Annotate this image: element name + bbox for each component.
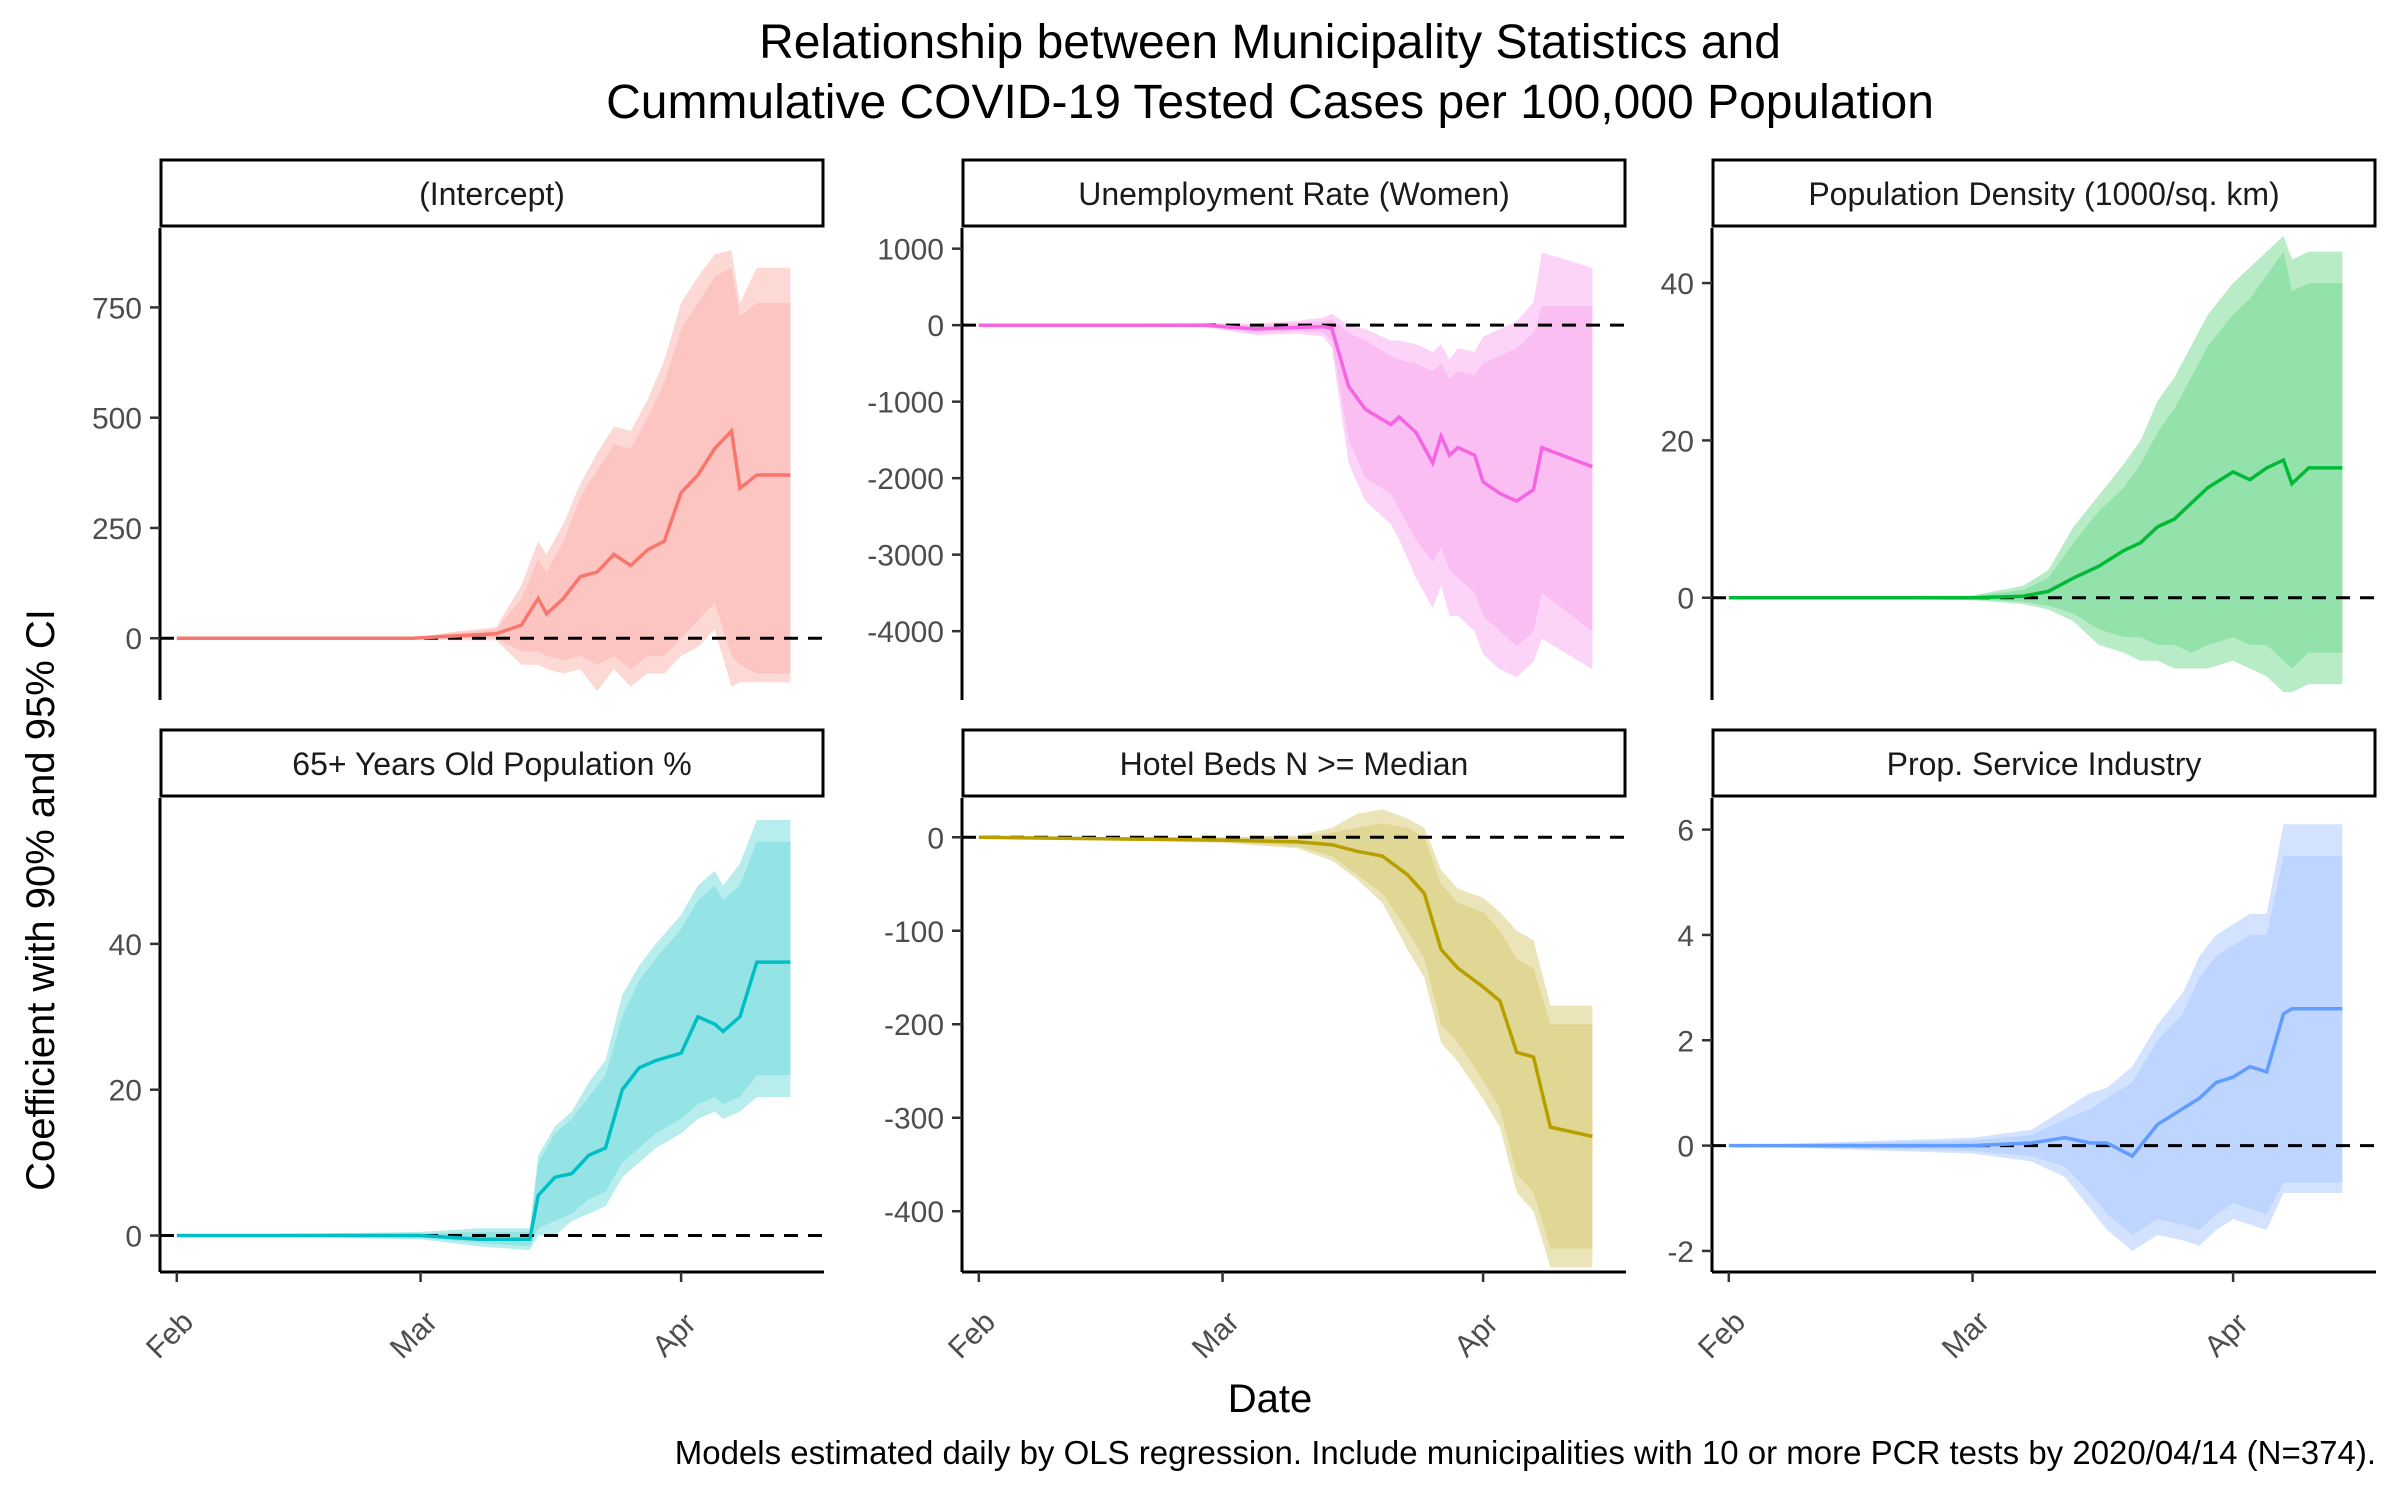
chart-title-line-2: Cummulative COVID-19 Tested Cases per 10…	[606, 76, 1934, 129]
ci90-ribbon	[176, 841, 791, 1247]
x-tick-label: Mar	[1936, 1305, 1996, 1365]
y-tick-label: -100	[884, 916, 944, 949]
x-axis-label: Date	[1228, 1377, 1313, 1421]
y-axis-label: Coefficient with 90% and 95% CI	[19, 609, 63, 1191]
y-tick-label: -3000	[867, 540, 944, 573]
estimate-line	[176, 960, 791, 1241]
facet-strip	[159, 728, 825, 798]
y-tick-label: -400	[884, 1196, 944, 1229]
ci95-ribbon	[978, 252, 1593, 678]
facet-panel-6: Prop. Service Industry -2 0 2 4 6 Feb Mar Apr	[1667, 728, 2377, 1365]
y-tick-label: 750	[92, 292, 142, 325]
facet-panel-4: 65+ Years Old Population % 0 20 40 Feb Mar Apr	[109, 728, 825, 1365]
y-tick-label: 4	[1677, 920, 1694, 953]
facet-panel-1: (Intercept) 0 250 500 750	[92, 158, 825, 700]
facet-strip	[159, 158, 825, 228]
facet-strip-label: (Intercept)	[419, 176, 565, 212]
y-tick-label: 20	[109, 1075, 142, 1108]
y-tick-label: -300	[884, 1103, 944, 1136]
facet-strip-label: Population Density (1000/sq. km)	[1808, 176, 2279, 212]
estimate-line	[978, 835, 1593, 1139]
x-tick-label: Mar	[384, 1305, 444, 1365]
facet-panels: (Intercept) 0 250 500 750 Unemployment Rate (…	[92, 158, 2377, 1365]
estimate-line	[978, 323, 1594, 504]
facet-strip-label: Hotel Beds N >= Median	[1120, 746, 1469, 782]
y-tick-label: 0	[125, 1221, 142, 1254]
y-tick-label: -1000	[867, 387, 944, 420]
x-tick-label: Feb	[140, 1305, 200, 1365]
y-tick-label: 2	[1677, 1025, 1694, 1058]
x-tick-label: Apr	[646, 1307, 702, 1363]
facet-panel-5: Hotel Beds N >= Median -400 -300 -200 -100 0 F…	[884, 728, 1627, 1365]
y-tick-label: -200	[884, 1009, 944, 1042]
ci90-ribbon	[978, 823, 1593, 1249]
y-tick-label: 40	[109, 929, 142, 962]
y-tick-label: 0	[1677, 1131, 1694, 1164]
estimate-line	[176, 427, 791, 640]
x-tick-label: Apr	[2198, 1307, 2254, 1363]
y-tick-label: 40	[1661, 268, 1694, 301]
x-tick-label: Feb	[942, 1305, 1002, 1365]
y-tick-label: 0	[927, 822, 944, 855]
ci90-ribbon	[978, 306, 1593, 647]
facet-strip	[961, 158, 1627, 228]
facet-strip-label: Prop. Service Industry	[1887, 746, 2202, 782]
y-tick-label: 250	[92, 513, 142, 546]
facet-strip-label: Unemployment Rate (Women)	[1078, 176, 1510, 212]
ci90-ribbon	[1728, 855, 2343, 1236]
y-tick-label: 500	[92, 403, 142, 436]
y-tick-label: 6	[1677, 815, 1694, 848]
facet-panel-2: Unemployment Rate (Women) -4000 -3000 -2000…	[867, 158, 1627, 700]
y-tick-label: 0	[927, 310, 944, 343]
y-tick-label: 0	[125, 623, 142, 656]
estimate-line	[1728, 457, 2343, 600]
x-tick-label: Apr	[1448, 1307, 1504, 1363]
y-tick-label: -2000	[867, 463, 944, 496]
y-tick-label: -4000	[867, 616, 944, 649]
ci90-ribbon	[176, 267, 791, 674]
estimate-line	[1728, 1006, 2343, 1159]
chart-title-line-1: Relationship between Municipality Statis…	[759, 16, 1781, 69]
facet-strip-label: 65+ Years Old Population %	[292, 746, 691, 782]
facet-panel-3: Population Density (1000/sq. km) 0 20 40	[1661, 158, 2377, 700]
ci90-ribbon	[1728, 251, 2343, 669]
x-tick-label: Mar	[1186, 1305, 1246, 1365]
facet-strip	[961, 728, 1627, 798]
y-tick-label: 1000	[877, 234, 944, 267]
y-tick-label: 0	[1677, 583, 1694, 616]
facet-strip	[1711, 728, 2377, 798]
y-tick-label: -2	[1667, 1236, 1694, 1269]
y-tick-label: 20	[1661, 425, 1694, 458]
facet-strip	[1711, 158, 2377, 228]
caption: Models estimated daily by OLS regression…	[675, 1434, 2376, 1471]
x-tick-label: Feb	[1692, 1305, 1752, 1365]
